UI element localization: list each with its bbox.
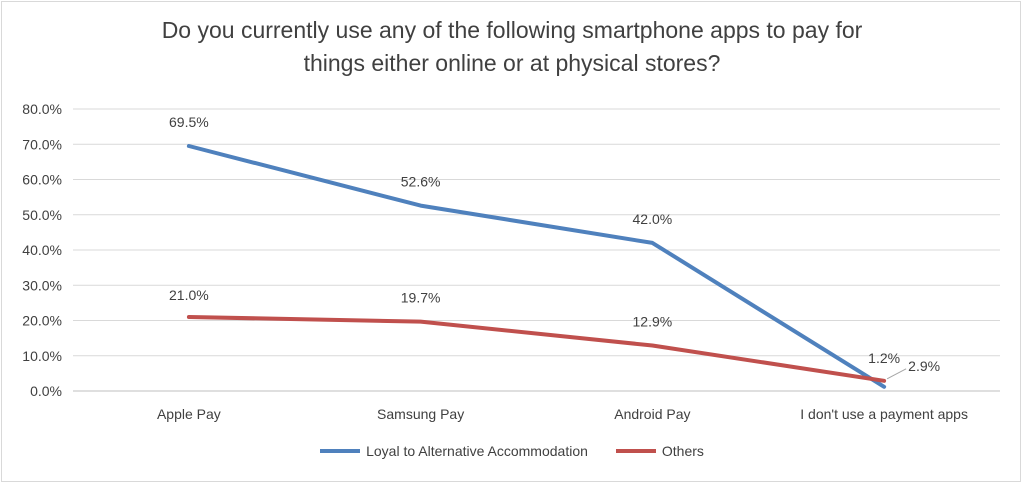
- legend-swatch-others: [615, 449, 656, 453]
- chart-title: Do you currently use any of the followin…: [0, 14, 1024, 80]
- y-tick-label: 80.0%: [22, 101, 62, 117]
- y-tick-label: 70.0%: [22, 136, 62, 152]
- y-tick-label: 10.0%: [22, 348, 62, 364]
- y-tick-label: 30.0%: [22, 277, 62, 293]
- chart-title-line-2: things either online or at physical stor…: [303, 50, 721, 76]
- x-tick-label: Apple Pay: [157, 406, 221, 422]
- legend-item-others: Others: [615, 443, 704, 459]
- data-label: 21.0%: [169, 287, 209, 303]
- legend-item-loyal: Loyal to Alternative Accommodation: [320, 443, 588, 459]
- series-line-others: [186, 315, 887, 383]
- x-tick-label: Android Pay: [614, 406, 690, 422]
- data-label: 2.9%: [908, 358, 940, 374]
- y-tick-label: 0.0%: [30, 383, 62, 399]
- data-label: 12.9%: [633, 314, 673, 330]
- leader-line: [886, 368, 907, 380]
- y-tick-label: 60.0%: [22, 172, 62, 188]
- legend-label-others: Others: [661, 443, 704, 459]
- y-tick-label: 20.0%: [22, 313, 62, 329]
- data-label: 42.0%: [633, 211, 673, 227]
- y-tick-label: 50.0%: [22, 207, 62, 223]
- chart-title-line-1: Do you currently use any of the followin…: [161, 17, 863, 43]
- x-tick-label: I don't use a payment apps: [800, 406, 968, 422]
- legend-label-loyal: Loyal to Alternative Accommodation: [366, 443, 588, 459]
- legend: Loyal to Alternative Accommodation Other…: [0, 443, 1024, 459]
- data-label: 52.6%: [401, 174, 441, 190]
- data-label: 19.7%: [401, 290, 441, 306]
- data-label: 1.2%: [868, 350, 900, 366]
- series-line-loyal: [186, 144, 887, 389]
- data-label: 69.5%: [169, 114, 209, 130]
- y-tick-label: 40.0%: [22, 242, 62, 258]
- x-tick-label: Samsung Pay: [377, 406, 464, 422]
- legend-swatch-loyal: [320, 449, 361, 453]
